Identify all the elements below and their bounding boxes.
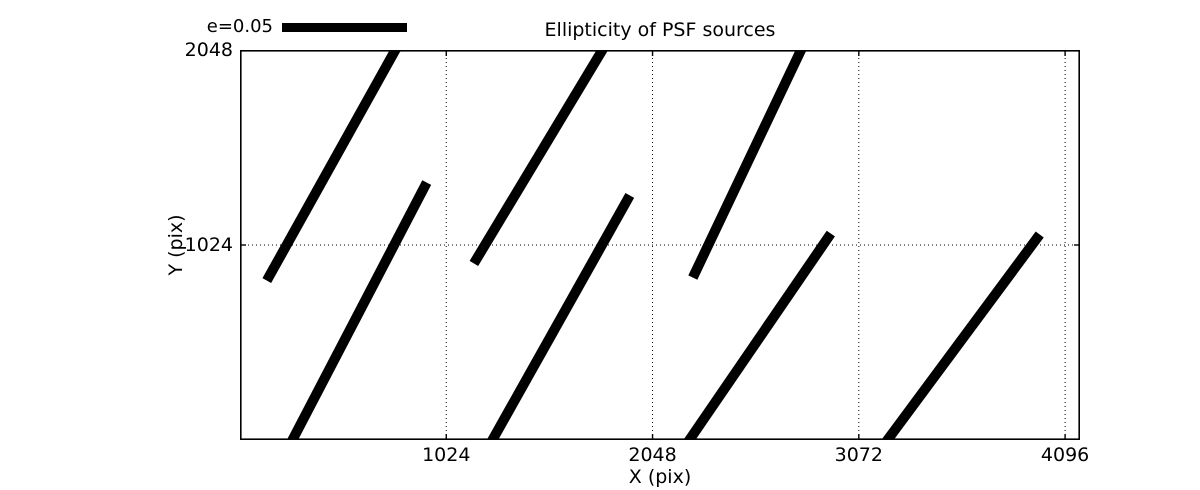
plot-area [240, 50, 1080, 440]
x-axis-label: X (pix) [628, 466, 692, 488]
x-tick-label: 3072 [834, 444, 883, 466]
legend-scale-bar [282, 23, 407, 32]
ellipticity-whisker [881, 231, 1044, 440]
ellipticity-whisker [469, 50, 609, 267]
ellipticity-whisker [688, 50, 807, 280]
ellipticity-whisker [486, 193, 635, 440]
y-tick-label: 1024 [184, 234, 233, 256]
x-tick-label: 2048 [628, 444, 677, 466]
ellipticity-whisker [683, 230, 835, 440]
legend-label: e=0.05 [206, 16, 273, 37]
x-tick-label: 4096 [1040, 444, 1090, 466]
x-tick-label: 1024 [422, 444, 471, 466]
y-tick-label: 2048 [184, 39, 233, 61]
ellipticity-whisker [286, 180, 432, 440]
ellipticity-whisker [262, 50, 402, 284]
chart-title: Ellipticity of PSF sources [544, 19, 776, 41]
